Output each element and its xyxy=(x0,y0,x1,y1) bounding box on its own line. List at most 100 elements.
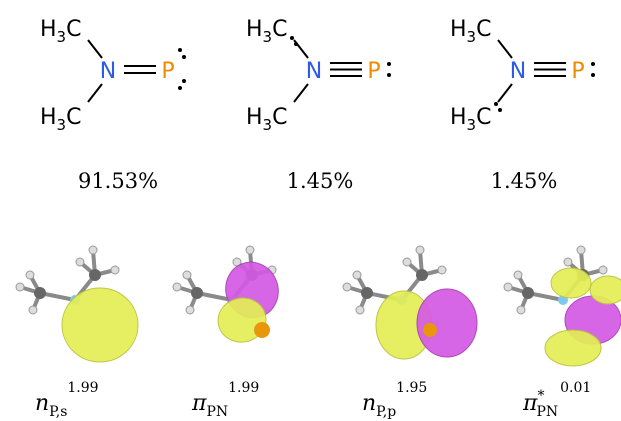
orbital-symbol: π xyxy=(191,391,207,416)
orbital-subscript: P,p xyxy=(376,404,396,420)
atom-c: C xyxy=(66,17,81,42)
orbital-star: * xyxy=(537,388,544,404)
bond xyxy=(88,40,102,58)
hydrogen-atom xyxy=(504,283,512,291)
atom-h: H xyxy=(450,17,467,42)
atom-n: N xyxy=(306,59,322,84)
atom-h: H xyxy=(40,17,57,42)
bond xyxy=(88,84,102,102)
orbital-lobe xyxy=(62,288,138,362)
hydrogen-atom xyxy=(16,283,24,291)
methyl-label: H3C xyxy=(450,17,491,46)
lone-pair-dot xyxy=(387,62,391,66)
occupancy: 0.01 xyxy=(560,380,591,396)
hydrogen-atom xyxy=(599,266,607,274)
phosphorus-atom xyxy=(423,323,437,337)
figure: H3CH3CNP91.53%H3CH3CNP1.45%H3CH3CNP1.45%… xyxy=(0,0,621,421)
methyl-label: H3C xyxy=(246,105,287,134)
orbital-lobe xyxy=(551,268,591,298)
hydrogen-atom xyxy=(111,266,119,274)
orbital-label: π*PN0.01 xyxy=(522,380,591,420)
atom-c: C xyxy=(476,17,491,42)
hydrogen-atom xyxy=(29,306,37,314)
lone-pair-dot xyxy=(294,42,298,46)
hydrogen-atom xyxy=(26,271,34,279)
carbon-atom xyxy=(522,287,534,299)
carbon-atom xyxy=(361,287,373,299)
hydrogen-atom xyxy=(438,266,446,274)
orbital-label: nP,p1.95 xyxy=(362,380,427,420)
resonance-weight: 91.53% xyxy=(78,169,158,193)
atom-n: N xyxy=(100,59,116,84)
orbital-lobe xyxy=(545,330,601,366)
occupancy: 1.95 xyxy=(396,380,427,396)
bond xyxy=(294,84,308,102)
hydrogen-atom xyxy=(353,271,361,279)
lone-pair-dot xyxy=(591,62,595,66)
methyl-label: H3C xyxy=(450,105,491,134)
methyl-label: H3C xyxy=(246,17,287,46)
atom-p: P xyxy=(571,59,584,84)
methyl-label: H3C xyxy=(40,105,81,134)
orbital-subscript: PN xyxy=(536,404,558,420)
atom-c: C xyxy=(272,17,287,42)
lone-pair-dot xyxy=(178,48,182,52)
orbital-symbol: n xyxy=(35,391,49,416)
orbital-subscript: PN xyxy=(206,404,228,420)
atom-c: C xyxy=(272,105,287,130)
bond xyxy=(498,84,512,102)
hydrogen-atom xyxy=(356,306,364,314)
orbital-lobe xyxy=(590,276,621,304)
hydrogen-atom xyxy=(89,246,97,254)
hydrogen-atom xyxy=(173,283,181,291)
atom-c: C xyxy=(66,105,81,130)
hydrogen-atom xyxy=(577,246,585,254)
atom-c: C xyxy=(476,105,491,130)
orbital-subscript: P,s xyxy=(49,404,67,420)
atom-p: P xyxy=(367,59,380,84)
carbon-atom xyxy=(416,269,428,281)
atom-p: P xyxy=(161,59,174,84)
hydrogen-atom xyxy=(186,306,194,314)
bond xyxy=(498,40,512,58)
hydrogen-atom xyxy=(514,271,522,279)
occupancy: 1.99 xyxy=(67,380,98,396)
carbon-atom xyxy=(34,287,46,299)
orbital-label: nP,s1.99 xyxy=(35,380,99,420)
resonance-weight: 1.45% xyxy=(491,169,558,193)
atom-n: N xyxy=(510,59,526,84)
lone-pair-dot xyxy=(182,79,186,83)
hydrogen-atom xyxy=(517,306,525,314)
lone-pair-dot xyxy=(591,73,595,77)
atom-h: H xyxy=(246,105,263,130)
lone-pair-dot xyxy=(290,36,294,40)
subscript: 3 xyxy=(467,28,477,46)
atom-h: H xyxy=(450,105,467,130)
orbital-lobe xyxy=(417,289,477,357)
orbital-label: πPN1.99 xyxy=(191,380,259,420)
occupancy: 1.99 xyxy=(228,380,259,396)
subscript: 3 xyxy=(57,116,67,134)
hydrogen-atom xyxy=(416,246,424,254)
lone-pair-dot xyxy=(498,108,502,112)
lone-pair-dot xyxy=(387,73,391,77)
orbital-symbol: n xyxy=(362,391,376,416)
carbon-atom xyxy=(191,287,203,299)
subscript: 3 xyxy=(263,116,273,134)
resonance-weight: 1.45% xyxy=(287,169,354,193)
lone-pair-dot xyxy=(178,86,182,90)
hydrogen-atom xyxy=(246,246,254,254)
hydrogen-atom xyxy=(76,258,84,266)
carbon-atom xyxy=(89,269,101,281)
subscript: 3 xyxy=(467,116,477,134)
hydrogen-atom xyxy=(564,258,572,266)
hydrogen-atom xyxy=(183,271,191,279)
atom-h: H xyxy=(246,17,263,42)
hydrogen-atom xyxy=(343,283,351,291)
lone-pair-dot xyxy=(182,55,186,59)
subscript: 3 xyxy=(57,28,67,46)
methyl-label: H3C xyxy=(40,17,81,46)
phosphorus-atom xyxy=(254,322,270,338)
subscript: 3 xyxy=(263,28,273,46)
atom-h: H xyxy=(40,105,57,130)
